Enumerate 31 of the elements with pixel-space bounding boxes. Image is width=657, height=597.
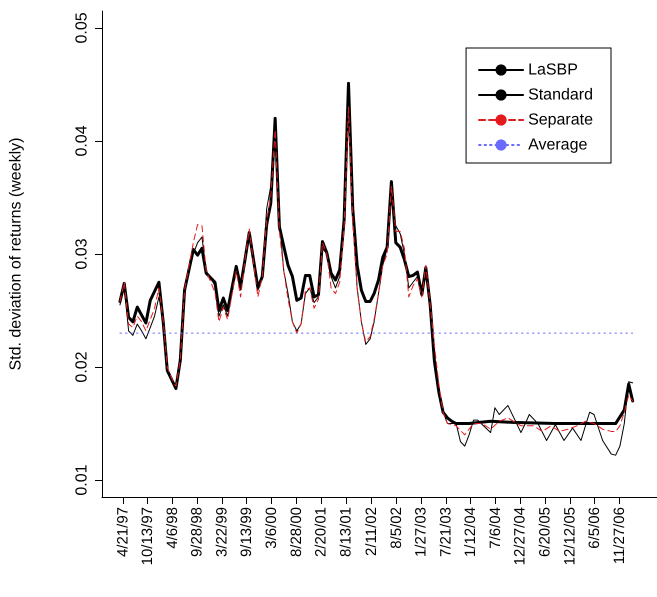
x-tick-label: 9/13/99 <box>238 507 256 558</box>
x-tick-label: 1/27/03 <box>412 507 430 558</box>
x-tick-label: 4/21/97 <box>114 507 132 558</box>
legend-label: Average <box>528 136 588 154</box>
x-tick-label: 4/6/98 <box>164 507 181 549</box>
x-tick-label: 6/20/05 <box>536 507 554 558</box>
x-tick-label: 7/21/03 <box>437 507 454 558</box>
y-tick-label: 0.02 <box>74 351 90 383</box>
legend-label: LaSBP <box>528 62 578 78</box>
x-tick-label: 1/12/04 <box>462 507 480 558</box>
y-axis-title: Std. deviation of returns (weekly) <box>8 138 24 370</box>
x-tick-label: 12/27/04 <box>512 507 529 566</box>
x-tick-label: 7/6/04 <box>487 507 504 549</box>
x-tick-label: 6/5/06 <box>586 507 604 549</box>
x-tick-label: 11/27/06 <box>610 507 628 564</box>
x-tick-label: 8/13/01 <box>337 507 354 558</box>
x-tick-label: 2/20/01 <box>312 507 330 558</box>
x-tick-label: 3/22/99 <box>213 507 230 558</box>
x-tick-label: 9/28/98 <box>188 507 206 558</box>
y-tick-label: 0.05 <box>74 12 90 44</box>
y-tick-label: 0.04 <box>74 125 90 157</box>
x-tick-label: 8/28/00 <box>288 507 305 558</box>
y-tick-label: 0.03 <box>74 238 90 270</box>
legend-label: Separate <box>528 112 594 128</box>
x-tick-label: 2/11/02 <box>363 507 380 556</box>
x-tick-label: 12/12/05 <box>561 507 578 566</box>
x-tick-label: 8/5/02 <box>388 507 405 549</box>
x-tick-label: 3/6/00 <box>262 507 280 549</box>
y-tick-label: 0.01 <box>74 464 90 496</box>
x-tick-label: 10/13/97 <box>139 507 156 566</box>
legend-label: Standard <box>528 86 593 104</box>
